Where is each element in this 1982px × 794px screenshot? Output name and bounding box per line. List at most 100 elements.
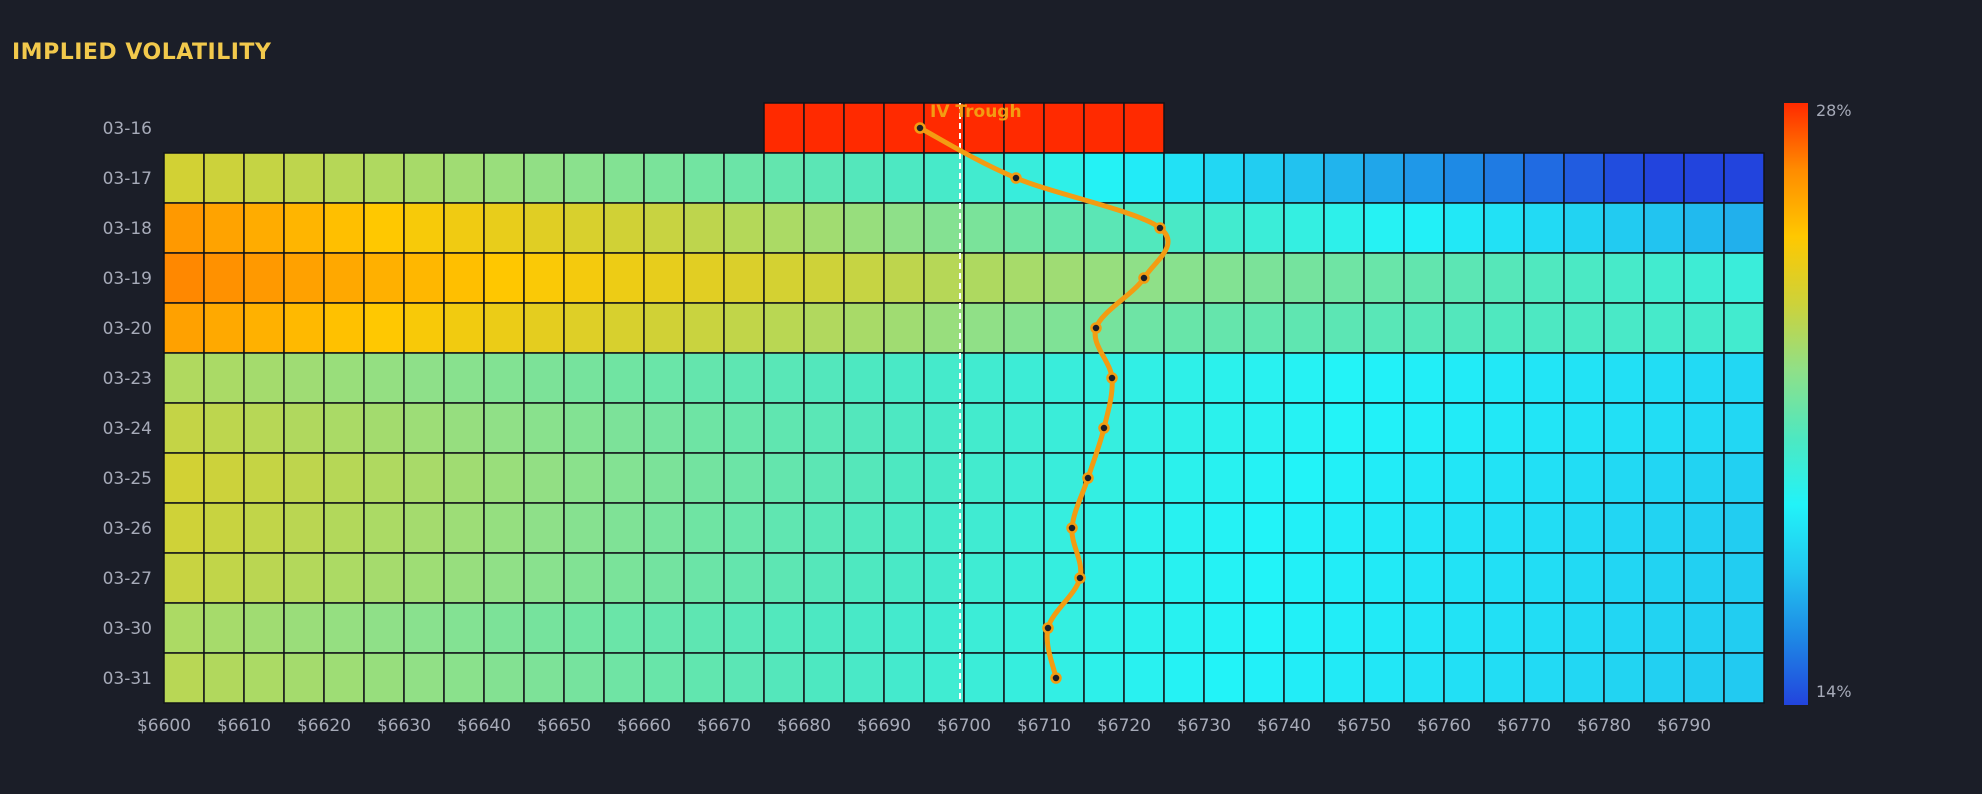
- heatmap-cell: [243, 502, 285, 554]
- heatmap-cell: [203, 602, 245, 654]
- trough-point: [1154, 222, 1166, 234]
- heatmap-cell: [683, 152, 725, 204]
- trough-point: [1138, 272, 1150, 284]
- heatmap-cell: [323, 152, 365, 204]
- heatmap-cell: [283, 302, 325, 354]
- heatmap-cell: [1123, 552, 1165, 604]
- heatmap-cell: [323, 402, 365, 454]
- heatmap-cell: [403, 302, 445, 354]
- heatmap-cell: [363, 302, 405, 354]
- heatmap-cell: [1123, 102, 1165, 154]
- heatmap-cell: [1443, 252, 1485, 304]
- heatmap-cell: [1443, 302, 1485, 354]
- heatmap-cell: [1323, 152, 1365, 204]
- heatmap-cell: [243, 252, 285, 304]
- heatmap-cell: [483, 152, 525, 204]
- heatmap-cell: [923, 202, 965, 254]
- heatmap-cell: [323, 252, 365, 304]
- heatmap-cell: [1683, 152, 1725, 204]
- heatmap-cell: [283, 202, 325, 254]
- y-tick-label: 03-23: [103, 369, 152, 389]
- heatmap-cell: [1243, 502, 1285, 554]
- heatmap-cell: [763, 402, 805, 454]
- heatmap-cell: [1363, 302, 1405, 354]
- heatmap-cell: [643, 152, 685, 204]
- heatmap-cell: [1523, 302, 1565, 354]
- heatmap-cell: [1083, 252, 1125, 304]
- heatmap-cell: [843, 252, 885, 304]
- heatmap-cell: [923, 152, 965, 204]
- heatmap-cell: [443, 452, 485, 504]
- heatmap-cell: [1323, 452, 1365, 504]
- heatmap-cell: [1483, 152, 1525, 204]
- heatmap-cell: [1083, 102, 1125, 154]
- heatmap-cell: [603, 152, 645, 204]
- heatmap-cell: [843, 352, 885, 404]
- heatmap-cell: [1443, 652, 1485, 704]
- heatmap-cell: [563, 252, 605, 304]
- heatmap-cell: [1443, 602, 1485, 654]
- heatmap-cell: [1323, 602, 1365, 654]
- heatmap-cell: [1603, 552, 1645, 604]
- x-tick-label: $6600: [137, 716, 191, 736]
- trough-curve-group: [914, 122, 1171, 684]
- heatmap-cell: [243, 302, 285, 354]
- heatmap-cell: [363, 402, 405, 454]
- heatmap-cell: [203, 302, 245, 354]
- trough-point: [1090, 322, 1102, 334]
- heatmap-cell: [163, 452, 205, 504]
- heatmap-cell: [163, 502, 205, 554]
- heatmap-cell: [603, 502, 645, 554]
- y-tick-label: 03-25: [103, 469, 152, 489]
- heatmap-cell: [963, 202, 1005, 254]
- heatmap-cell: [243, 152, 285, 204]
- heatmap-cell: [1283, 302, 1325, 354]
- x-tick-label: $6620: [297, 716, 351, 736]
- colorbar-min-label: 14%: [1816, 682, 1852, 701]
- trough-point: [1042, 622, 1054, 634]
- heatmap-cell: [1563, 352, 1605, 404]
- heatmap-cell: [243, 452, 285, 504]
- heatmap-cell: [363, 352, 405, 404]
- heatmap-cell: [1643, 602, 1685, 654]
- heatmap-cell: [1323, 502, 1365, 554]
- heatmap-cell: [1163, 152, 1205, 204]
- heatmap-cell: [243, 602, 285, 654]
- heatmap-cell: [443, 302, 485, 354]
- heatmap-cell: [1723, 352, 1765, 404]
- heatmap-cell: [923, 102, 965, 154]
- heatmap-cell: [1643, 502, 1685, 554]
- heatmap-cell: [723, 652, 765, 704]
- heatmap-cell: [1203, 452, 1245, 504]
- heatmap-cell: [243, 552, 285, 604]
- heatmap-cell: [1643, 352, 1685, 404]
- heatmap-cell: [1043, 302, 1085, 354]
- heatmap-cell: [1283, 652, 1325, 704]
- trough-point: [1106, 372, 1118, 384]
- heatmap-cell: [1043, 452, 1085, 504]
- heatmap-cell: [843, 152, 885, 204]
- heatmap-cell: [243, 352, 285, 404]
- y-tick-label: 03-19: [103, 269, 152, 289]
- heatmap-cell: [1163, 552, 1205, 604]
- heatmap-cell: [203, 552, 245, 604]
- heatmap-cell: [1563, 502, 1605, 554]
- heatmap-cell: [883, 302, 925, 354]
- x-axis-labels: $6600 $6610 $6620 $6630 $6640 $6650 $6660 $6670…: [137, 716, 1711, 736]
- heatmap-cell: [723, 502, 765, 554]
- heatmap-cell: [1683, 602, 1725, 654]
- heatmap-cell: [283, 352, 325, 404]
- heatmap-cell: [763, 302, 805, 354]
- heatmap-cell: [1203, 152, 1245, 204]
- heatmap-cell: [563, 402, 605, 454]
- heatmap-cell: [923, 252, 965, 304]
- heatmap-cell: [1163, 602, 1205, 654]
- heatmap-cell: [1443, 352, 1485, 404]
- heatmap-cell: [1123, 602, 1165, 654]
- heatmap-cell: [1323, 402, 1365, 454]
- y-tick-label: 03-30: [103, 619, 152, 639]
- heatmap-cell: [883, 202, 925, 254]
- heatmap-cell: [443, 152, 485, 204]
- heatmap-cell: [843, 502, 885, 554]
- heatmap-cell: [763, 352, 805, 404]
